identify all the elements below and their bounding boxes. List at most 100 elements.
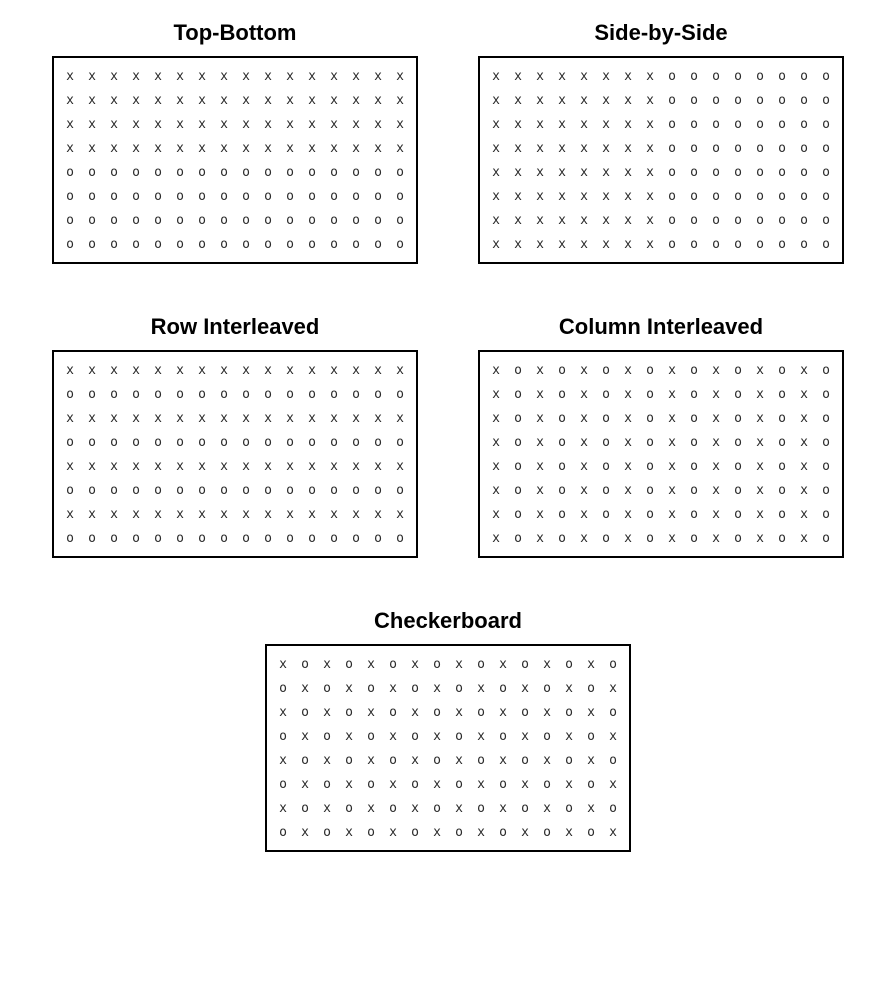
symbol-x bbox=[84, 92, 100, 108]
symbol-x bbox=[392, 362, 408, 378]
symbol-x bbox=[796, 506, 812, 522]
symbol-x bbox=[576, 92, 592, 108]
symbol-x bbox=[194, 362, 210, 378]
symbol-x bbox=[407, 656, 423, 672]
symbol-o bbox=[473, 752, 489, 768]
symbol-x bbox=[282, 506, 298, 522]
symbol-x bbox=[554, 92, 570, 108]
symbol-o bbox=[730, 188, 746, 204]
symbol-o bbox=[238, 188, 254, 204]
symbol-o bbox=[194, 530, 210, 546]
symbol-x bbox=[260, 68, 276, 84]
symbol-o bbox=[238, 212, 254, 228]
symbol-o bbox=[392, 188, 408, 204]
symbol-o bbox=[708, 188, 724, 204]
symbol-o bbox=[62, 530, 78, 546]
grid-column-interleaved bbox=[478, 350, 844, 558]
symbol-x bbox=[128, 458, 144, 474]
symbol-o bbox=[554, 410, 570, 426]
symbol-o bbox=[752, 236, 768, 252]
symbol-o bbox=[473, 656, 489, 672]
symbol-o bbox=[664, 92, 680, 108]
symbol-x bbox=[194, 116, 210, 132]
symbol-x bbox=[752, 506, 768, 522]
symbol-o bbox=[774, 362, 790, 378]
symbol-o bbox=[774, 410, 790, 426]
symbol-x bbox=[260, 116, 276, 132]
symbol-x bbox=[385, 680, 401, 696]
symbol-x bbox=[304, 92, 320, 108]
symbol-o bbox=[708, 92, 724, 108]
symbol-x bbox=[583, 800, 599, 816]
symbol-x bbox=[539, 752, 555, 768]
symbol-x bbox=[238, 68, 254, 84]
symbol-o bbox=[495, 680, 511, 696]
symbol-x bbox=[642, 188, 658, 204]
panel-row-interleaved: Row Interleaved bbox=[52, 314, 418, 558]
symbol-x bbox=[708, 458, 724, 474]
symbol-o bbox=[194, 482, 210, 498]
symbol-x bbox=[620, 164, 636, 180]
symbol-o bbox=[407, 776, 423, 792]
symbol-x bbox=[576, 362, 592, 378]
symbol-o bbox=[818, 188, 834, 204]
symbol-x bbox=[128, 92, 144, 108]
symbol-o bbox=[774, 212, 790, 228]
symbol-x bbox=[796, 482, 812, 498]
symbol-o bbox=[297, 704, 313, 720]
symbol-x bbox=[348, 506, 364, 522]
grid-row bbox=[488, 458, 834, 474]
symbol-o bbox=[304, 164, 320, 180]
symbol-x bbox=[392, 140, 408, 156]
symbol-o bbox=[642, 506, 658, 522]
symbol-x bbox=[385, 776, 401, 792]
symbol-x bbox=[605, 824, 621, 840]
symbol-o bbox=[341, 752, 357, 768]
symbol-o bbox=[664, 140, 680, 156]
title-column-interleaved: Column Interleaved bbox=[559, 314, 763, 340]
symbol-x bbox=[561, 824, 577, 840]
grid-row bbox=[62, 188, 408, 204]
symbol-o bbox=[150, 386, 166, 402]
symbol-x bbox=[488, 386, 504, 402]
symbol-o bbox=[774, 236, 790, 252]
symbol-o bbox=[752, 140, 768, 156]
symbol-o bbox=[818, 164, 834, 180]
symbol-x bbox=[532, 386, 548, 402]
symbol-x bbox=[326, 116, 342, 132]
symbol-o bbox=[642, 362, 658, 378]
grid-row bbox=[62, 386, 408, 402]
symbol-x bbox=[304, 410, 320, 426]
symbol-x bbox=[370, 458, 386, 474]
symbol-o bbox=[517, 656, 533, 672]
symbol-o bbox=[194, 386, 210, 402]
symbol-o bbox=[172, 530, 188, 546]
symbol-x bbox=[260, 506, 276, 522]
symbol-x bbox=[363, 704, 379, 720]
grid-row bbox=[275, 776, 621, 792]
symbol-o bbox=[598, 410, 614, 426]
symbol-o bbox=[730, 410, 746, 426]
symbol-x bbox=[576, 68, 592, 84]
symbol-o bbox=[106, 188, 122, 204]
grid-row bbox=[275, 728, 621, 744]
symbol-o bbox=[598, 482, 614, 498]
symbol-x bbox=[488, 506, 504, 522]
symbol-o bbox=[495, 776, 511, 792]
title-top-bottom: Top-Bottom bbox=[174, 20, 297, 46]
symbol-x bbox=[532, 458, 548, 474]
symbol-o bbox=[275, 680, 291, 696]
panel-checkerboard: Checkerboard bbox=[265, 608, 631, 852]
symbol-x bbox=[752, 410, 768, 426]
symbol-o bbox=[370, 482, 386, 498]
symbol-o bbox=[150, 236, 166, 252]
symbol-x bbox=[708, 362, 724, 378]
symbol-x bbox=[532, 506, 548, 522]
grid-row bbox=[62, 410, 408, 426]
symbol-o bbox=[752, 68, 768, 84]
symbol-o bbox=[84, 188, 100, 204]
symbol-o bbox=[642, 530, 658, 546]
symbol-x bbox=[282, 410, 298, 426]
symbol-x bbox=[532, 482, 548, 498]
symbol-x bbox=[532, 92, 548, 108]
